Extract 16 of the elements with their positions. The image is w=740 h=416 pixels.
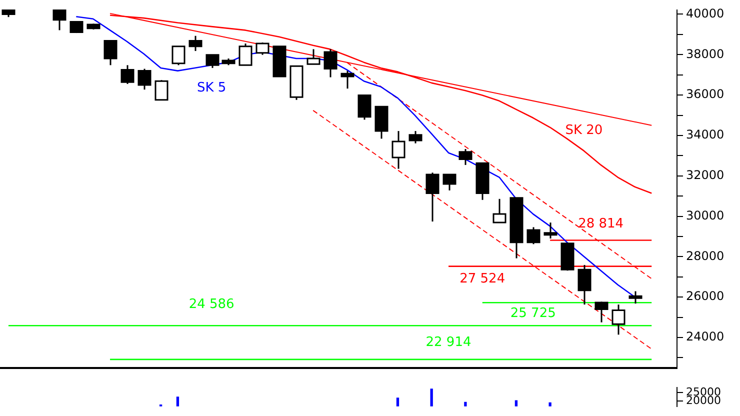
y-tick-label: 32000 bbox=[686, 168, 724, 182]
series-label: SK 5 bbox=[196, 80, 226, 96]
y-tick-label: 30000 bbox=[686, 208, 724, 222]
series-label: 24 586 bbox=[188, 297, 234, 312]
series-label: 28 814 bbox=[578, 216, 624, 232]
y-tick-label: 26000 bbox=[686, 289, 724, 304]
series-label: 25 725 bbox=[510, 306, 556, 322]
y-tick-label: 34000 bbox=[686, 128, 724, 142]
series-label: SK 20 bbox=[565, 123, 603, 138]
y-tick-label: 38000 bbox=[686, 46, 724, 61]
y-tick-label: 28000 bbox=[686, 248, 724, 263]
y-tick-label: 40000 bbox=[686, 6, 724, 20]
y-tick-label: 24000 bbox=[686, 330, 724, 344]
y-tick-label: 36000 bbox=[686, 87, 724, 102]
series-label: 27 524 bbox=[460, 272, 506, 287]
series-label: 22 914 bbox=[426, 334, 472, 350]
